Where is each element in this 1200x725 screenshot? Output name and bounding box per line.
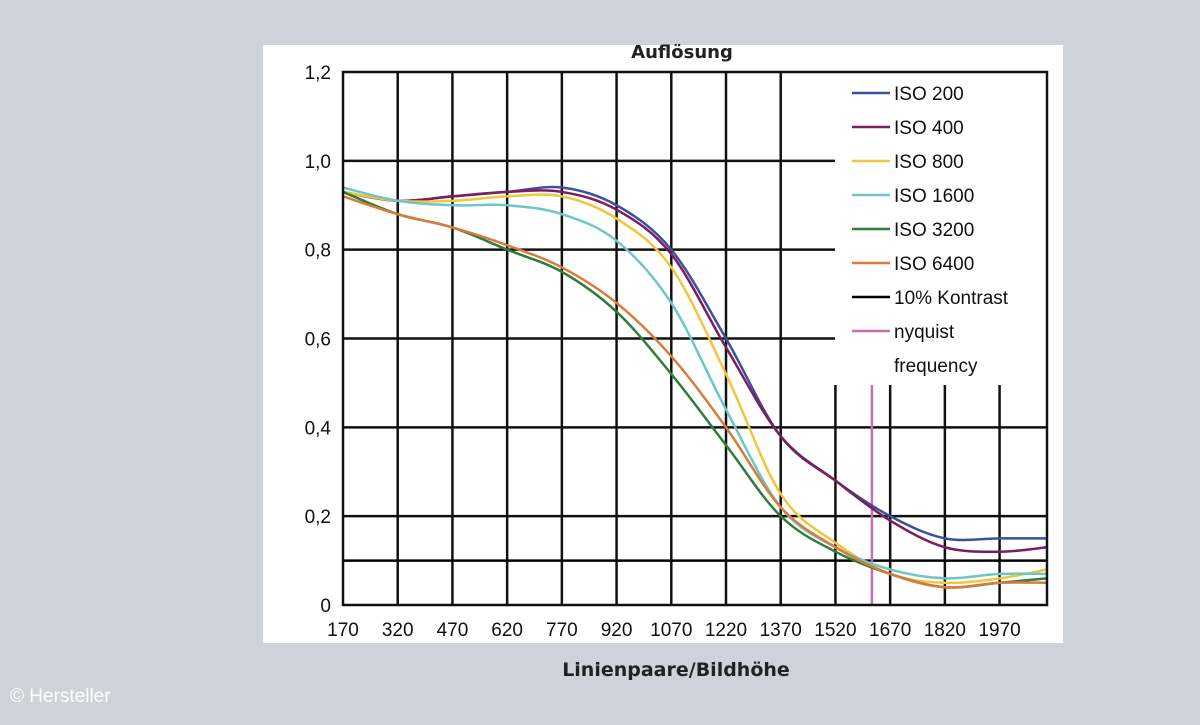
x-tick-label: 170: [327, 620, 359, 641]
x-tick-label: 1520: [814, 620, 856, 641]
legend-label: ISO 1600: [894, 186, 974, 207]
legend-label: ISO 3200: [894, 220, 974, 241]
y-tick-label: 1,2: [305, 63, 331, 84]
grid: [343, 72, 1047, 605]
legend-label: nyquist: [894, 322, 955, 343]
series-line-6: [342, 195, 1048, 589]
y-tick-label: 0,8: [305, 241, 331, 262]
legend: ISO 200 ISO 400 ISO 800 ISO 1600 ISO 3200 ISO…: [852, 84, 1009, 377]
axes: 170 320 470 620 770 920 1070 1220 1370 1520 1670 18…: [305, 63, 1049, 641]
legend-label: ISO 800: [894, 152, 964, 173]
x-tick-label: 620: [491, 620, 523, 641]
x-tick-label: 1670: [869, 620, 911, 641]
x-tick-label: 1970: [978, 620, 1020, 641]
legend-label: ISO 200: [894, 84, 964, 105]
chart-title: Auflösung: [631, 42, 733, 63]
y-tick-label: 1,0: [305, 152, 331, 173]
x-tick-label: 1070: [650, 620, 692, 641]
y-tick-label: 0: [320, 596, 331, 617]
legend-label: ISO 400: [894, 118, 964, 139]
image-credit: © Hersteller: [10, 686, 111, 707]
legend-label: 10% Kontrast: [894, 288, 1009, 309]
legend-label: frequency: [894, 356, 978, 377]
x-tick-label: 770: [546, 620, 578, 641]
x-tick-label: 320: [382, 620, 414, 641]
y-tick-label: 0,2: [305, 507, 331, 528]
x-tick-label: 1370: [760, 620, 802, 641]
x-tick-label: 470: [437, 620, 469, 641]
x-tick-label: 1220: [705, 620, 747, 641]
x-tick-label: 920: [601, 620, 633, 641]
plot-frame: [341, 70, 1049, 607]
series-lines: [342, 185, 1048, 589]
series-line-2: [342, 189, 1048, 553]
y-tick-label: 0,6: [305, 330, 331, 351]
series-line-3: [342, 190, 1048, 585]
x-axis-label: Linienpaare/Bildhöhe: [562, 659, 790, 681]
series-line-4: [342, 186, 1048, 580]
chart-background: [263, 45, 1063, 643]
y-tick-label: 0,4: [305, 418, 332, 439]
x-tick-label: 1820: [924, 620, 966, 641]
legend-label: ISO 6400: [894, 254, 974, 275]
